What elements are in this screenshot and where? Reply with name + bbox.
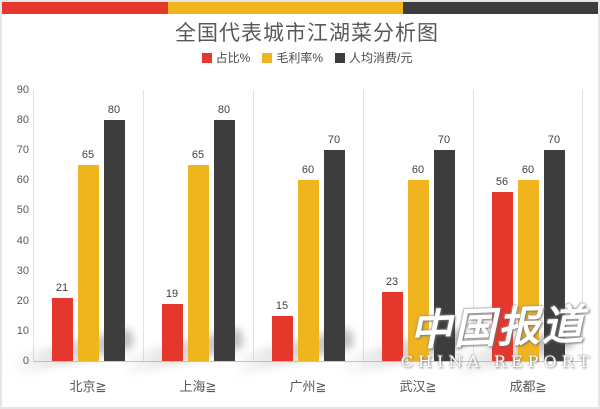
x-category-label: 广州≧: [289, 379, 327, 394]
y-tick-label: 70: [16, 144, 29, 157]
bar-毛利率%: [297, 180, 319, 361]
category-separator-line: [33, 90, 34, 361]
y-tick-label: 0: [2, 354, 29, 368]
category-separator-line: [582, 90, 583, 361]
legend-swatch-icon: [335, 52, 345, 63]
bar-人均消费/元: [213, 120, 235, 361]
category-separator-line: [253, 90, 254, 361]
bar-value-label: 70: [437, 134, 451, 147]
bar-占比%: [381, 291, 403, 361]
legend-item-1: 毛利率%: [262, 49, 323, 66]
y-tick-label: 30: [16, 264, 29, 277]
bar-人均消费/元: [323, 150, 345, 361]
bar-占比%: [161, 303, 183, 361]
bar-value-label: 60: [411, 164, 425, 177]
bar-column: 80: [103, 104, 125, 361]
y-tick-label: 60: [16, 174, 29, 187]
legend-item-0: 占比%: [201, 49, 251, 66]
legend-swatch-icon: [262, 52, 273, 63]
bar-毛利率%: [407, 180, 429, 361]
bar-group-2: 15 60 70: [206, 90, 363, 383]
bar-group-0: 21 65 80: [0, 90, 143, 383]
x-category-label: 武汉≧: [399, 379, 437, 394]
x-category-label: 上海≧: [179, 379, 217, 394]
x-axis: 北京≧ 上海≧ 广州≧ 武汉≧ 成都≧: [33, 374, 583, 396]
chart-title: 全国代表城市江湖菜分析图: [175, 21, 439, 45]
bar-人均消费/元: [433, 150, 455, 361]
bar-value-label: 80: [217, 104, 231, 117]
bar-value-label: 70: [327, 134, 341, 147]
category-separator-line: [143, 90, 144, 361]
bar-group-1: 19 65 80: [96, 90, 253, 383]
bar-column: 60: [517, 164, 539, 361]
bar-占比%: [271, 315, 293, 361]
x-category-label: 成都≧: [509, 379, 547, 394]
bar-column: 21: [51, 281, 73, 361]
legend-label: 毛利率%: [276, 51, 323, 65]
bars-cluster: 19 65 80: [143, 90, 253, 361]
y-tick-label: 50: [16, 204, 29, 217]
accent-dark-segment: [402, 2, 598, 14]
bar-group-3: 23 60 70: [316, 90, 473, 383]
bar-column: 60: [407, 164, 429, 361]
bar-column: 65: [187, 149, 209, 361]
plot-area: 21 65 80 19 65 80 15 60 70 23 60 70 56 60 70: [0, 90, 583, 383]
accent-red-segment: [2, 2, 168, 14]
y-tick-label: 90: [16, 84, 29, 96]
bar-value-label: 70: [547, 134, 561, 147]
bar-人均消费/元: [103, 120, 125, 361]
legend-item-2: 人均消费/元: [335, 49, 412, 66]
bar-column: 23: [381, 275, 403, 361]
bar-column: 80: [213, 104, 235, 361]
bar-column: 60: [297, 164, 319, 361]
bar-value-label: 21: [55, 281, 69, 294]
bar-column: 15: [271, 299, 293, 361]
y-tick-label: 20: [16, 294, 29, 307]
bar-毛利率%: [517, 180, 539, 361]
bar-value-label: 65: [191, 149, 205, 162]
bars-cluster: 21 65 80: [33, 90, 143, 361]
bar-group-4: 56 60 70: [426, 90, 583, 383]
y-tick-label: 40: [16, 234, 29, 247]
bars-cluster: 56 60 70: [473, 90, 583, 361]
bar-value-label: 80: [107, 104, 121, 117]
bar-毛利率%: [187, 165, 209, 361]
bar-value-label: 65: [81, 149, 95, 162]
legend-swatch-icon: [201, 52, 212, 63]
y-tick-label: 80: [16, 114, 29, 127]
bar-column: 70: [543, 134, 565, 361]
y-axis: 0 10 20 30 40 50 60 70 80 90: [2, 84, 29, 367]
bar-占比%: [51, 297, 73, 361]
bar-value-label: 23: [385, 275, 399, 288]
bar-column: 70: [433, 134, 455, 361]
bar-column: 56: [491, 176, 513, 361]
bar-value-label: 19: [165, 287, 179, 300]
accent-yellow-segment: [167, 2, 403, 14]
bars-cluster: 15 60 70: [253, 90, 363, 361]
x-category-label: 北京≧: [69, 379, 107, 394]
bar-value-label: 56: [495, 176, 509, 189]
legend-label: 占比%: [215, 51, 251, 65]
bars-cluster: 23 60 70: [363, 90, 473, 361]
bar-value-label: 60: [521, 164, 535, 177]
bar-占比%: [491, 192, 513, 361]
bar-column: 19: [161, 287, 183, 361]
bar-人均消费/元: [543, 150, 565, 361]
category-separator-line: [473, 90, 474, 361]
legend-label: 人均消费/元: [349, 51, 413, 65]
top-accent-bar: [2, 2, 598, 14]
bar-毛利率%: [77, 165, 99, 361]
legend: 占比% 毛利率% 人均消费/元: [2, 49, 598, 66]
bar-column: 70: [323, 134, 345, 361]
bar-value-label: 15: [275, 299, 289, 312]
y-tick-label: 10: [16, 324, 29, 337]
bar-column: 65: [77, 149, 99, 361]
category-separator-line: [363, 90, 364, 361]
bar-value-label: 60: [301, 164, 315, 177]
